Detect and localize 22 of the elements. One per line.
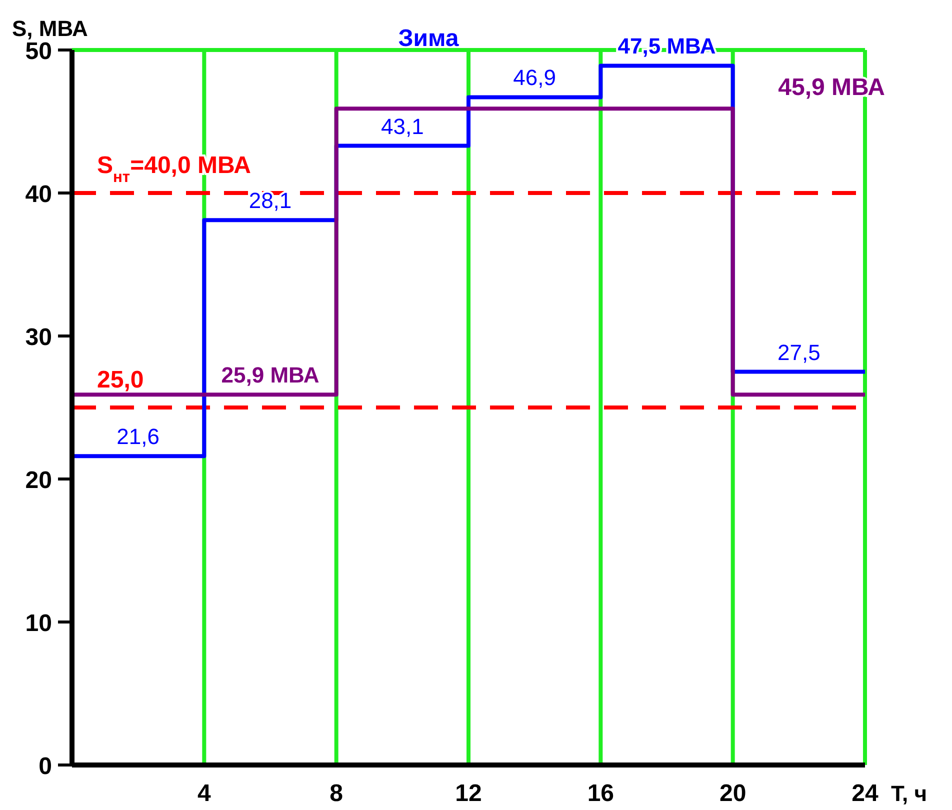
chart-title: Зима [398,25,460,52]
ref-line-label: 25,0 [97,366,144,394]
x-axis-title: T, ч [891,781,927,806]
x-tick-label: 8 [330,780,344,807]
annotation: 43,1 [381,114,424,139]
y-tick-label: 50 [25,38,52,65]
y-tick-label: 20 [25,467,52,494]
x-tick-label: 20 [719,780,746,807]
y-axis-title: S, МВА [12,16,88,41]
x-tick-label: 16 [587,780,614,807]
annotation: 28,1 [248,188,292,214]
annotation: 25,9 МВА [221,362,320,388]
annotation: 21,6 [116,424,160,450]
y-tick-label: 0 [38,753,52,780]
x-tick-label: 4 [197,780,212,807]
y-tick-label: 40 [25,181,52,208]
y-tick-label: 10 [25,610,52,637]
x-tick-label: 24 [852,780,879,807]
x-tick-label: 12 [455,780,482,807]
y-tick-label: 30 [25,324,52,351]
annotation: 27,5 [778,340,820,365]
annotation: 46,9 [513,65,556,90]
